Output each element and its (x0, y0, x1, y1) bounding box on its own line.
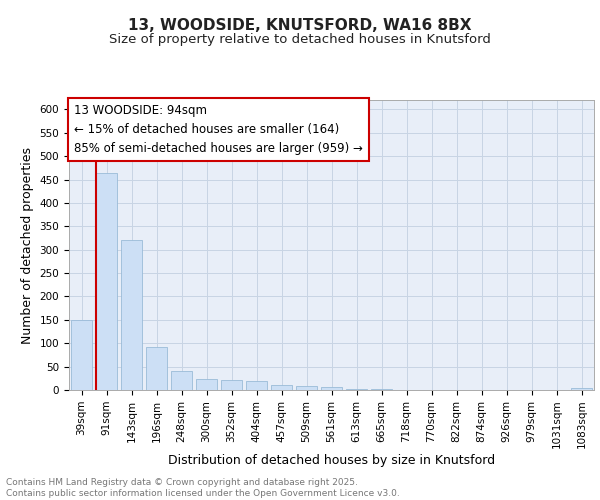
X-axis label: Distribution of detached houses by size in Knutsford: Distribution of detached houses by size … (168, 454, 495, 467)
Bar (96, 174, 117, 390)
Bar (296, 386, 317, 390)
Bar (346, 389, 367, 390)
Text: 13, WOODSIDE, KNUTSFORD, WA16 8BX: 13, WOODSIDE, KNUTSFORD, WA16 8BX (128, 18, 472, 32)
Text: Contains HM Land Registry data © Crown copyright and database right 2025.
Contai: Contains HM Land Registry data © Crown c… (6, 478, 400, 498)
Y-axis label: Number of detached properties: Number of detached properties (21, 146, 34, 344)
Bar (246, 380, 267, 390)
Bar (271, 385, 292, 390)
Bar (571, 388, 592, 390)
Text: Size of property relative to detached houses in Knutsford: Size of property relative to detached ho… (109, 32, 491, 46)
Text: 13 WOODSIDE: 94sqm
← 15% of detached houses are smaller (164)
85% of semi-detach: 13 WOODSIDE: 94sqm ← 15% of detached hou… (74, 104, 363, 156)
Bar (71, 320, 92, 390)
Bar (146, 346, 167, 390)
Bar (171, 372, 192, 390)
Bar (371, 389, 392, 390)
Bar (121, 240, 142, 390)
Bar (221, 380, 242, 390)
Bar (196, 379, 217, 390)
Bar (321, 386, 342, 390)
